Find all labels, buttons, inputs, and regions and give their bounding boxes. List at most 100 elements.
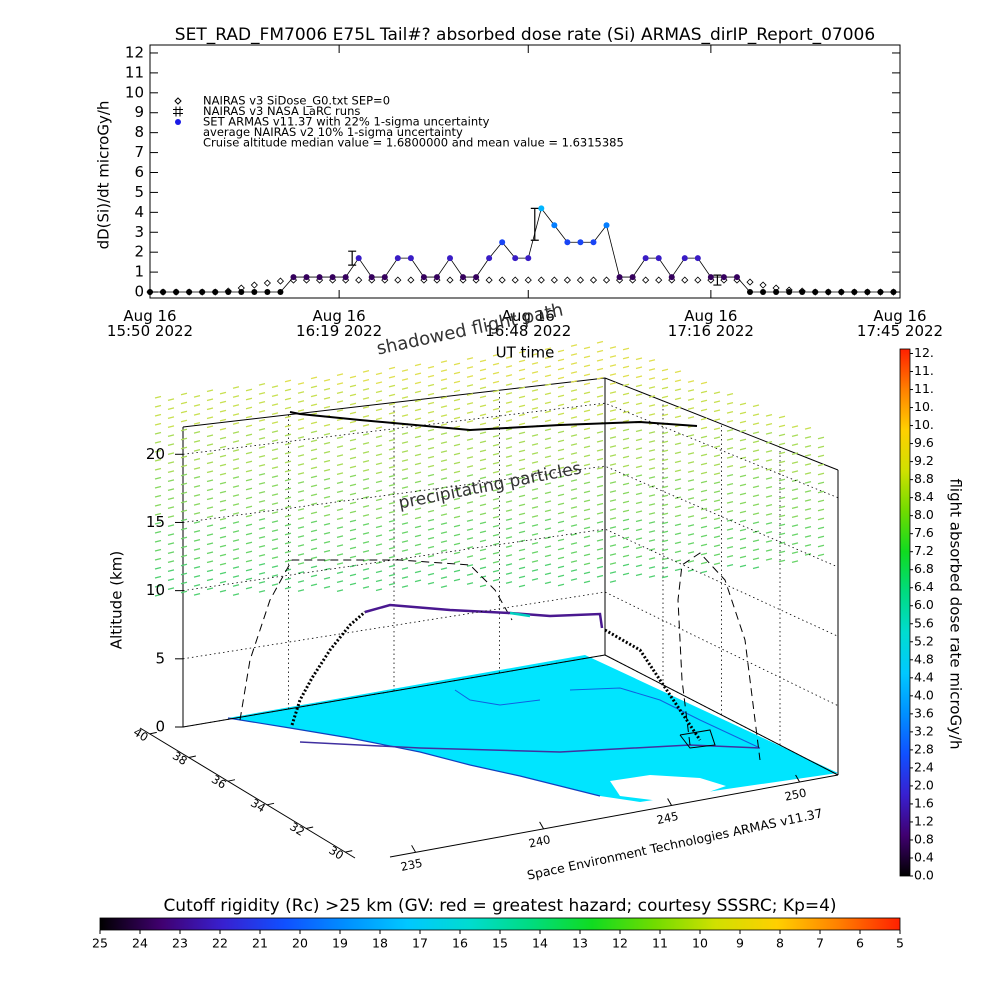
colorbar-tick-label: 16: [452, 936, 468, 951]
nairas-point: [250, 281, 258, 289]
armas-point: [394, 255, 401, 262]
colorbar-tick-label: 18: [372, 936, 388, 951]
nairas-point: [511, 276, 519, 284]
lat-tick: [306, 826, 314, 829]
armas-point: [512, 255, 519, 262]
legend-label: NAIRAS v3 NASA LaRC runs: [203, 104, 360, 118]
legend-note: average NAIRAS v2 10% 1-sigma uncertaint…: [203, 125, 463, 139]
error-bar: [348, 250, 357, 266]
armas-point: [433, 274, 440, 281]
colorbar-tick-label: 17: [412, 936, 428, 951]
armas-point: [825, 289, 832, 296]
colorbar-tick-label: 3.2: [914, 723, 934, 738]
floor-map: [227, 655, 838, 802]
colorbar-label: flight absorbed dose rate microGy/h: [947, 478, 965, 749]
nairas-point: [485, 276, 493, 284]
y-tick-label: 3: [134, 223, 144, 241]
nairas-point: [498, 276, 506, 284]
nairas-point: [642, 276, 650, 284]
lat-tick: [188, 755, 196, 759]
lat-tick-label: 34: [248, 796, 268, 816]
armas-point: [238, 289, 245, 296]
contour-line: [569, 687, 761, 749]
lat-tick-label: 38: [170, 748, 190, 768]
colorbar-tick-label: 7: [816, 936, 824, 951]
particle-band: [154, 562, 760, 597]
lat-tick: [266, 802, 275, 806]
armas-point: [890, 289, 897, 296]
particle-band: [154, 517, 825, 566]
colorbar-tick-label: 8.0: [914, 507, 934, 522]
armas-point: [590, 239, 597, 246]
nairas-point: [407, 276, 415, 284]
armas-point: [381, 274, 388, 281]
x-tick-label: Aug 16 16:48 2022: [485, 307, 571, 340]
colorbar-tick-label: 9.6: [914, 435, 934, 450]
armas-point: [316, 274, 323, 281]
armas-point: [473, 274, 480, 281]
armas-point: [851, 289, 858, 296]
armas-point: [551, 222, 558, 229]
colorbar: [99, 917, 901, 931]
shadow-path: [677, 552, 761, 761]
nairas-point: [602, 276, 611, 284]
armas-point: [603, 222, 610, 229]
armas-point: [277, 289, 284, 296]
armas-point: [199, 289, 206, 296]
armas-point: [812, 289, 819, 296]
particle-band: [154, 382, 812, 431]
x-tick-label: Aug 16 16:19 2022: [296, 307, 382, 340]
colorbar: [899, 348, 911, 877]
chart-title: SET_RAD_FM7006 E75L Tail#? absorbed dose…: [175, 25, 875, 45]
lat-tick: [227, 779, 236, 782]
colorbar-tick-label: 5: [896, 936, 904, 951]
lon-tick: [795, 774, 801, 783]
x-tick-label-line: 17:16 2022: [668, 322, 754, 340]
colorbar-tick-label: 21: [252, 936, 268, 951]
colorbar-tick-label: 0.8: [914, 831, 934, 846]
water-region: [610, 775, 726, 801]
legend-label: NAIRAS v3 SiDose_G0.txt SEP=0: [203, 94, 390, 108]
armas-point: [747, 289, 753, 296]
colorbar-tick-label: 6: [856, 936, 864, 951]
armas-point: [694, 255, 701, 262]
colorbar-tick-label: 22: [212, 936, 228, 951]
particle-field: [154, 340, 825, 597]
projected-path: [289, 411, 698, 432]
z-grid-line: [182, 654, 839, 776]
y-tick-label: 1: [134, 263, 144, 281]
x-tick-label-line: Aug 16: [873, 307, 926, 325]
armas-point: [577, 239, 584, 246]
colorbar-tick-label: 13: [572, 936, 588, 951]
y-axis-label: dD(Si)/dt microGy/h: [95, 101, 113, 250]
nairas-point: [655, 276, 663, 284]
colorbar-tick-label: 23: [172, 936, 188, 951]
colorbar-tick-label: 3.6: [914, 705, 934, 720]
armas-point: [212, 289, 219, 296]
x-tick-label-line: Aug 16: [313, 307, 366, 325]
z-tick-label: 15: [146, 513, 165, 531]
colorbar-tick-label: 4.8: [914, 651, 934, 666]
nairas-point: [263, 279, 271, 287]
armas-point: [290, 274, 297, 281]
armas-point: [760, 289, 767, 296]
armas-point: [799, 289, 806, 296]
contour-line: [454, 689, 541, 706]
legend-label: SET ARMAS v11.37 with 22% 1-sigma uncert…: [203, 115, 490, 129]
legend-symbol: [174, 97, 182, 105]
colorbar-tick-label: 6.0: [914, 597, 934, 612]
colorbar-tick-label: 5.6: [914, 615, 934, 630]
colorbar-tick-label: 11.: [914, 381, 934, 396]
colorbar-tick-label: 15: [492, 936, 508, 951]
colorbar-tick-label: 8.8: [914, 471, 934, 486]
x-tick-label-line: Aug 16: [123, 307, 176, 325]
armas-point: [838, 289, 845, 296]
plot-frame: [149, 44, 901, 299]
armas-point: [525, 255, 532, 262]
y-tick-label: 2: [134, 243, 144, 261]
lon-tick-label: 240: [527, 832, 551, 850]
x-tick-label-line: Aug 16: [684, 307, 737, 325]
armas-point: [160, 289, 167, 296]
